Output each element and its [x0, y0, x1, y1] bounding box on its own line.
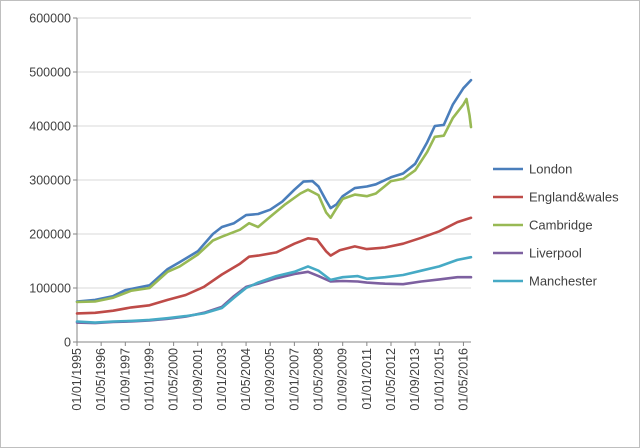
x-tick-label: 01/01/2007: [287, 348, 301, 411]
y-tick-label: 500000: [29, 66, 71, 80]
x-tick-label: 01/09/1997: [118, 348, 132, 411]
x-tick-label: 01/01/2003: [215, 348, 229, 411]
x-tick-label: 01/05/2004: [239, 348, 253, 411]
x-tick-label: 01/05/2016: [456, 348, 470, 411]
legend: London England&wales Cambridge Liverpool Man…: [493, 162, 619, 289]
x-tick-label: 01/09/2001: [191, 348, 205, 411]
x-tick-label: 01/05/2008: [312, 348, 326, 411]
y-tick-label: 200000: [29, 228, 71, 242]
x-tick-label: 01/09/2013: [408, 348, 422, 411]
x-tick-label: 01/01/2015: [432, 348, 446, 411]
series-lines: [75, 78, 473, 325]
y-tick-label: 0: [64, 336, 71, 350]
series-line-cambridge: [75, 97, 473, 304]
x-tick-label: 01/09/2005: [263, 348, 277, 411]
x-tick-label: 01/01/1999: [142, 348, 156, 411]
x-tick-label: 01/01/1995: [70, 348, 84, 411]
y-tick-label: 100000: [29, 282, 71, 296]
legend-label: London: [529, 162, 572, 177]
series-line-england-wales: [75, 216, 473, 315]
x-tick-label: 01/05/2012: [384, 348, 398, 411]
x-tick-label: 01/01/2011: [360, 348, 374, 410]
legend-label: Liverpool: [529, 246, 582, 261]
legend-label: England&wales: [529, 190, 619, 205]
x-tick-label: 01/09/2009: [336, 348, 350, 411]
series-line-london: [75, 78, 473, 303]
legend-label: Manchester: [529, 274, 598, 289]
y-tick-label: 300000: [29, 174, 71, 188]
series-line-manchester: [75, 255, 473, 324]
gridlines: [77, 17, 471, 289]
y-tick-label: 400000: [29, 120, 71, 134]
x-tick-label: 01/05/1996: [94, 348, 108, 411]
axes: 0 100000 200000 300000 400000 500000 600000 01/…: [29, 12, 471, 411]
legend-label: Cambridge: [529, 218, 593, 233]
x-tick-label: 01/05/2000: [167, 348, 181, 411]
y-tick-label: 600000: [29, 12, 71, 26]
series-line-liverpool: [75, 270, 473, 325]
